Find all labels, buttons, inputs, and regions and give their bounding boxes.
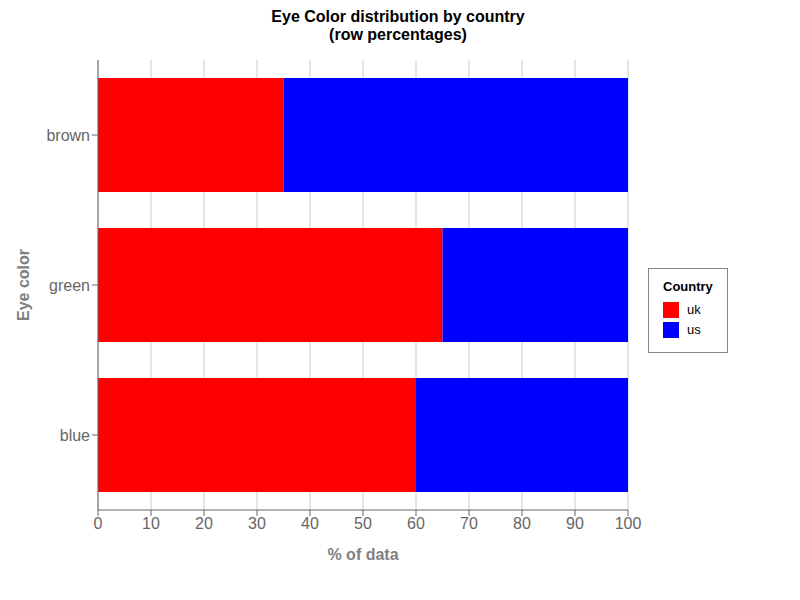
svg-text:brown: brown <box>46 127 90 144</box>
html-text:us: us <box>687 322 701 337</box>
html-text:Country: Country <box>663 278 713 294</box>
svg-text:0: 0 <box>94 515 103 532</box>
svg-text:green: green <box>49 277 90 294</box>
svg-text:50: 50 <box>354 515 372 532</box>
svg-text:100: 100 <box>615 515 642 532</box>
html-text:Eye Color distribution by coun: Eye Color distribution by country <box>271 8 525 25</box>
svg-text:70: 70 <box>460 515 478 532</box>
html-text:uk: uk <box>687 302 701 317</box>
svg-text:40: 40 <box>301 515 319 532</box>
html-text:(row percentages): (row percentages) <box>329 26 467 43</box>
svg-text:10: 10 <box>142 515 160 532</box>
svg-text:% of data: % of data <box>327 546 398 563</box>
svg-text:90: 90 <box>566 515 584 532</box>
svg-text:60: 60 <box>407 515 425 532</box>
svg-text:blue: blue <box>60 427 90 444</box>
svg-text:Eye color: Eye color <box>15 249 32 321</box>
svg-text:80: 80 <box>513 515 531 532</box>
svg-text:30: 30 <box>248 515 266 532</box>
svg-text:20: 20 <box>195 515 213 532</box>
